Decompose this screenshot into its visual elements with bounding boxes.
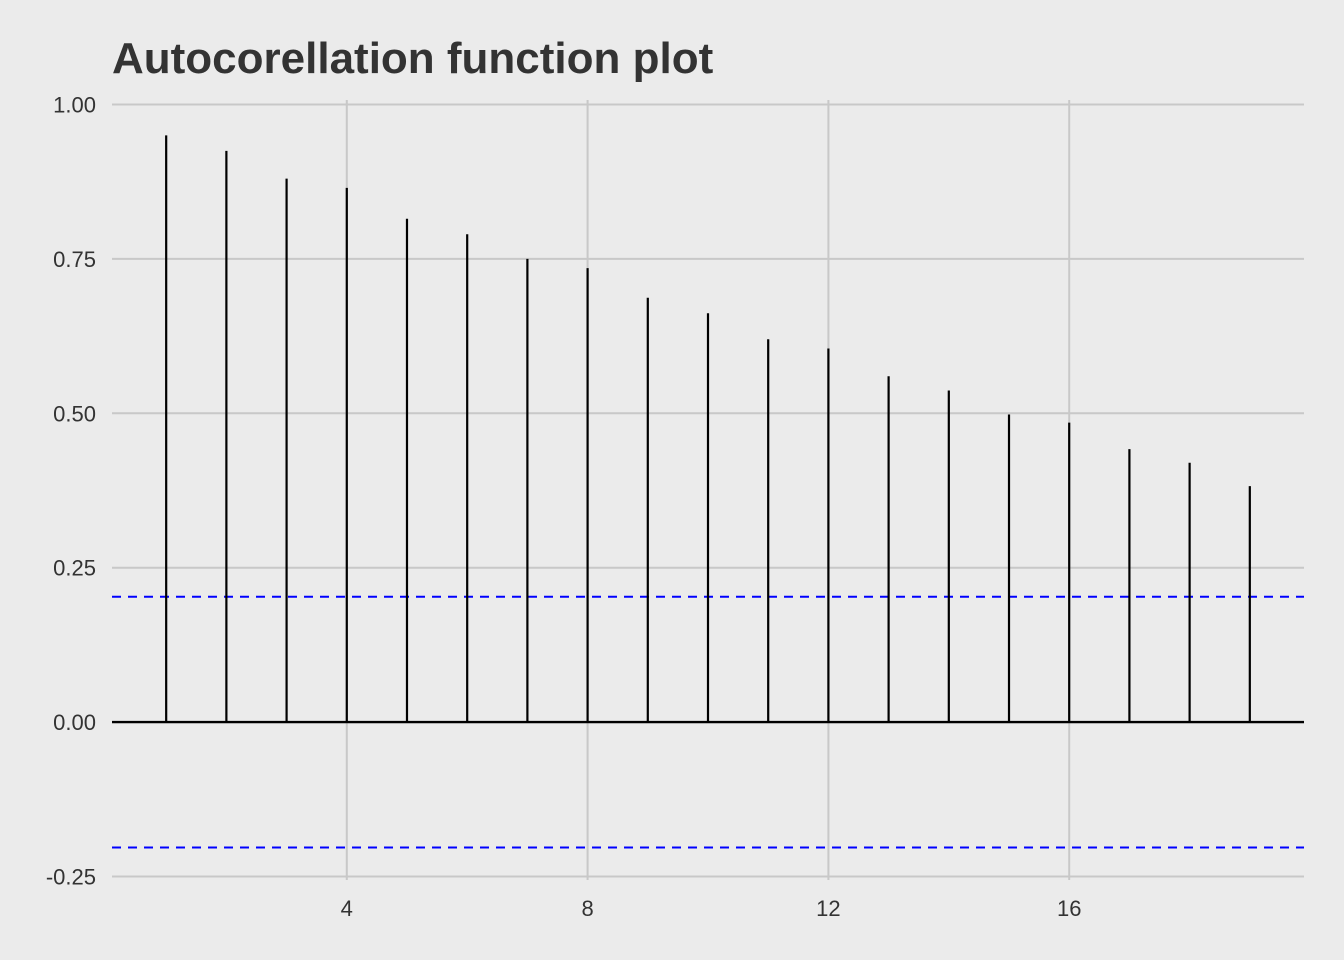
y-tick-label: 0.50	[53, 401, 96, 426]
y-tick-label: 0.25	[53, 556, 96, 581]
y-tick-label: 0.75	[53, 247, 96, 272]
y-tick-label: -0.25	[46, 865, 96, 890]
x-tick-label: 12	[816, 896, 840, 921]
y-tick-label: 0.00	[53, 710, 96, 735]
tick-labels: -0.25 0.00 0.25 0.50 0.75 1.00 4 8 12 16	[46, 93, 1082, 922]
y-tick-label: 1.00	[53, 93, 96, 118]
x-tick-label: 16	[1057, 896, 1081, 921]
acf-bars	[112, 135, 1304, 724]
x-tick-label: 8	[581, 896, 593, 921]
chart-title: Autocorellation function plot	[112, 34, 714, 83]
x-tick-label: 4	[341, 896, 353, 921]
